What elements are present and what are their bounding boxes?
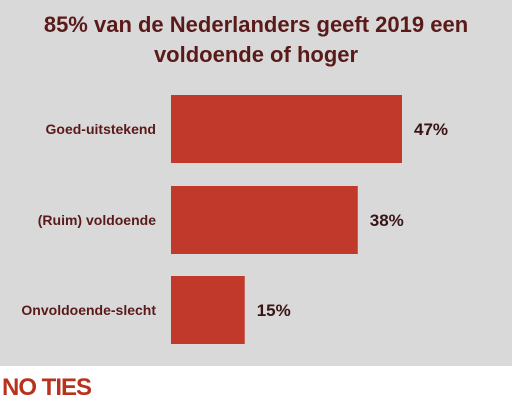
bar-1 (171, 186, 358, 254)
category-label-1: (Ruim) voldoende (38, 212, 156, 228)
chart-title: 85% van de Nederlanders geeft 2019 een v… (43, 12, 469, 67)
bar-2 (171, 276, 245, 344)
category-label-0: Goed-uitstekend (46, 121, 156, 137)
no-ties-logo: NO TIES (2, 374, 92, 401)
bar-chart: Goed-uitstekend 47% (Ruim) voldoende 38% Onv… (21, 95, 448, 344)
value-label-2: 15% (257, 301, 291, 320)
value-label-0: 47% (414, 120, 448, 139)
category-label-2: Onvoldoende-slecht (21, 302, 156, 318)
bar-0 (171, 95, 402, 163)
chart-panel (0, 0, 512, 366)
value-label-1: 38% (370, 211, 404, 230)
